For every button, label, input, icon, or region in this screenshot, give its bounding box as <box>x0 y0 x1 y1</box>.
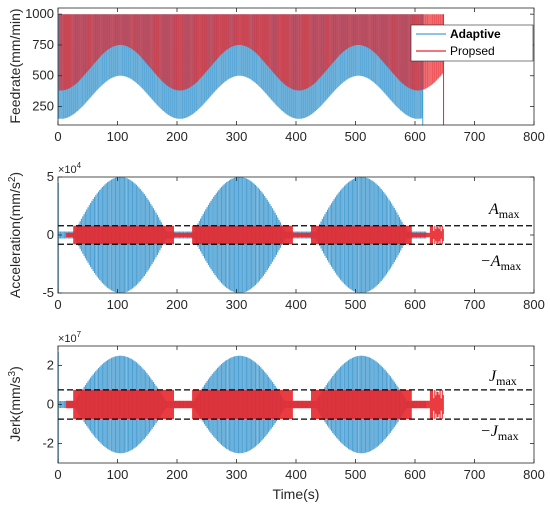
x-tick-label: 600 <box>404 129 426 144</box>
y-tick-label: 2 <box>47 358 54 373</box>
feedrate-panel: 0 100 200 300 400 500 600 700 800 250 500 750 1000 F… <box>7 6 545 144</box>
x-tick-label: 100 <box>107 129 129 144</box>
legend-box <box>410 24 534 62</box>
series-proposed-oscillation <box>65 225 444 245</box>
x-tick-label: 800 <box>523 297 545 312</box>
y-tick-label: 250 <box>32 99 54 114</box>
x-tick-label: 0 <box>54 297 61 312</box>
y-tick-label: 750 <box>32 37 54 52</box>
x-tick-label: 100 <box>107 297 129 312</box>
y-tick-label: 0 <box>47 227 54 242</box>
acceleration-amax-label: Amax <box>488 201 519 221</box>
x-axis-label: Time(s) <box>273 486 320 502</box>
acceleration-exponent: ×104 <box>58 161 82 176</box>
feedrate-ticks: 0 100 200 300 400 500 600 700 800 250 500 750 1000 <box>25 6 545 144</box>
feedrate-legend: Adaptive Propsed <box>410 24 534 62</box>
x-tick-label: 400 <box>285 297 307 312</box>
x-tick-label: 700 <box>464 467 486 482</box>
jerk-marks <box>57 351 534 463</box>
x-tick-label: 200 <box>166 467 188 482</box>
x-tick-label: 400 <box>285 467 307 482</box>
x-tick-label: 500 <box>345 467 367 482</box>
jerk-jmax-label: Jmax <box>489 368 517 388</box>
x-tick-label: 500 <box>345 297 367 312</box>
y-tick-label: -5 <box>42 285 54 300</box>
jerk-panel: 0 100 200 300 400 500 600 700 800 -2 0 2 ×107 Jerk(… <box>7 330 545 502</box>
legend-label-adaptive: Adaptive <box>450 27 501 41</box>
y-tick-label: 5 <box>47 169 54 184</box>
y-tick-label: -2 <box>42 436 54 451</box>
y-tick-label: 500 <box>32 68 54 83</box>
x-tick-label: 0 <box>54 467 61 482</box>
series-proposed-feedrate <box>58 14 444 91</box>
x-tick-label: 400 <box>285 129 307 144</box>
x-tick-label: 800 <box>523 467 545 482</box>
x-tick-label: 600 <box>404 297 426 312</box>
jerk-exponent: ×107 <box>58 330 82 345</box>
series-proposed-oscillation <box>65 389 444 420</box>
x-tick-label: 300 <box>226 297 248 312</box>
x-tick-label: 200 <box>166 297 188 312</box>
x-tick-label: 300 <box>226 129 248 144</box>
x-tick-label: 100 <box>107 467 129 482</box>
acceleration-y-label: Acceleration(mm/s2) <box>7 172 23 298</box>
y-tick-label: 0 <box>47 397 54 412</box>
acceleration-panel: 0 100 200 300 400 500 600 700 800-505 ×104 Accel… <box>7 161 545 312</box>
acceleration-neg-amax-label: −Amax <box>480 253 521 273</box>
jerk-ticks: 0 100 200 300 400 500 600 700 800 -2 0 2 <box>42 346 545 482</box>
feedrate-y-label: Feedrate(mm/min) <box>7 8 23 123</box>
y-tick-label: 1000 <box>25 6 54 21</box>
jerk-neg-jmax-label: −Jmax <box>480 423 519 443</box>
acceleration-ticks: 0 100 200 300 400 500 600 700 800-505 <box>42 169 544 312</box>
x-tick-label: 600 <box>404 467 426 482</box>
x-tick-label: 0 <box>54 129 61 144</box>
x-tick-label: 200 <box>166 129 188 144</box>
x-tick-label: 700 <box>464 129 486 144</box>
jerk-y-label: Jerk(mm/s3) <box>7 366 23 442</box>
x-tick-label: 500 <box>345 129 367 144</box>
x-tick-label: 800 <box>523 129 545 144</box>
x-tick-label: 700 <box>464 297 486 312</box>
legend-label-proposed: Propsed <box>450 44 495 58</box>
x-tick-label: 300 <box>226 467 248 482</box>
